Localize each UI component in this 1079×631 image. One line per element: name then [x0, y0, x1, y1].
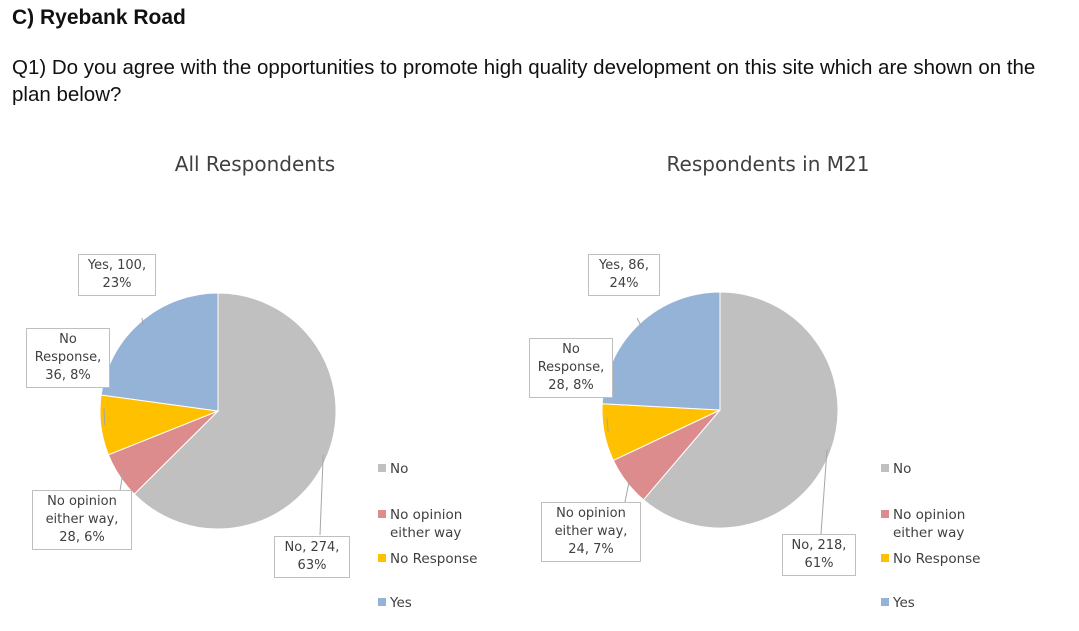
chart-legend: No No opinion either way No Response Yes [881, 460, 1011, 620]
callout-yes: Yes, 100, 23% [78, 254, 156, 296]
callout-no-opinion: No opinion either way, 28, 6% [32, 490, 132, 550]
pie-slice-yes [100, 292, 219, 412]
callout-yes: Yes, 86, 24% [588, 254, 660, 296]
callout-no: No, 274, 63% [274, 536, 350, 578]
pie-chart-respondents-m21: Respondents in M21 Yes, 86, 24% No Respo… [505, 140, 1015, 630]
legend-label: No opinion either way [893, 507, 966, 541]
question-text: Q1) Do you agree with the opportunities … [12, 56, 1036, 106]
callout-no-response: No Response, 36, 8% [26, 328, 110, 388]
pie-slice-yes [601, 291, 721, 411]
legend-item-yes: Yes [881, 594, 915, 612]
leader-line [141, 317, 144, 326]
leader-line [820, 449, 828, 535]
section-title: C) Ryebank Road [12, 6, 186, 29]
legend-label: No Response [893, 551, 981, 567]
legend-swatch [881, 464, 889, 472]
legend-item-no-response: No Response [881, 550, 981, 568]
legend-item-no-opinion: No opinion either way [378, 506, 490, 542]
legend-label: No Response [390, 551, 478, 567]
legend-item-no-opinion: No opinion either way [881, 506, 993, 542]
legend-label: Yes [390, 595, 412, 611]
legend-label: Yes [893, 595, 915, 611]
legend-swatch [881, 598, 889, 606]
callout-no: No, 218, 61% [782, 534, 856, 576]
leader-line [319, 454, 324, 536]
legend-swatch [378, 554, 386, 562]
chart-title: Respondents in M21 [666, 152, 870, 176]
legend-swatch [378, 464, 386, 472]
legend-swatch [378, 598, 386, 606]
legend-item-yes: Yes [378, 594, 412, 612]
pie-svg [601, 291, 839, 535]
legend-swatch [881, 510, 889, 518]
callout-no-response: No Response, 28, 8% [529, 338, 613, 398]
legend-label: No [390, 461, 409, 477]
leader-line [103, 407, 106, 425]
pie-svg [99, 292, 337, 536]
pie-slice-no [642, 291, 839, 529]
callout-no-opinion: No opinion either way, 24, 7% [541, 502, 641, 562]
legend-swatch [378, 510, 386, 518]
chart-title: All Respondents [174, 152, 336, 176]
legend-label: No [893, 461, 912, 477]
leader-line [636, 317, 643, 328]
legend-label: No opinion either way [390, 507, 463, 541]
legend-item-no: No [881, 460, 911, 478]
chart-legend: No No opinion either way No Response Yes [378, 460, 508, 620]
leader-line [624, 479, 630, 503]
legend-swatch [881, 554, 889, 562]
legend-item-no-response: No Response [378, 550, 478, 568]
legend-item-no: No [378, 460, 408, 478]
pie-slice-no [133, 292, 337, 530]
leader-line [606, 417, 609, 433]
leader-line [119, 473, 124, 492]
pie-chart-all-respondents: All Respondents Yes, 100, 23% No Respons… [0, 140, 510, 630]
